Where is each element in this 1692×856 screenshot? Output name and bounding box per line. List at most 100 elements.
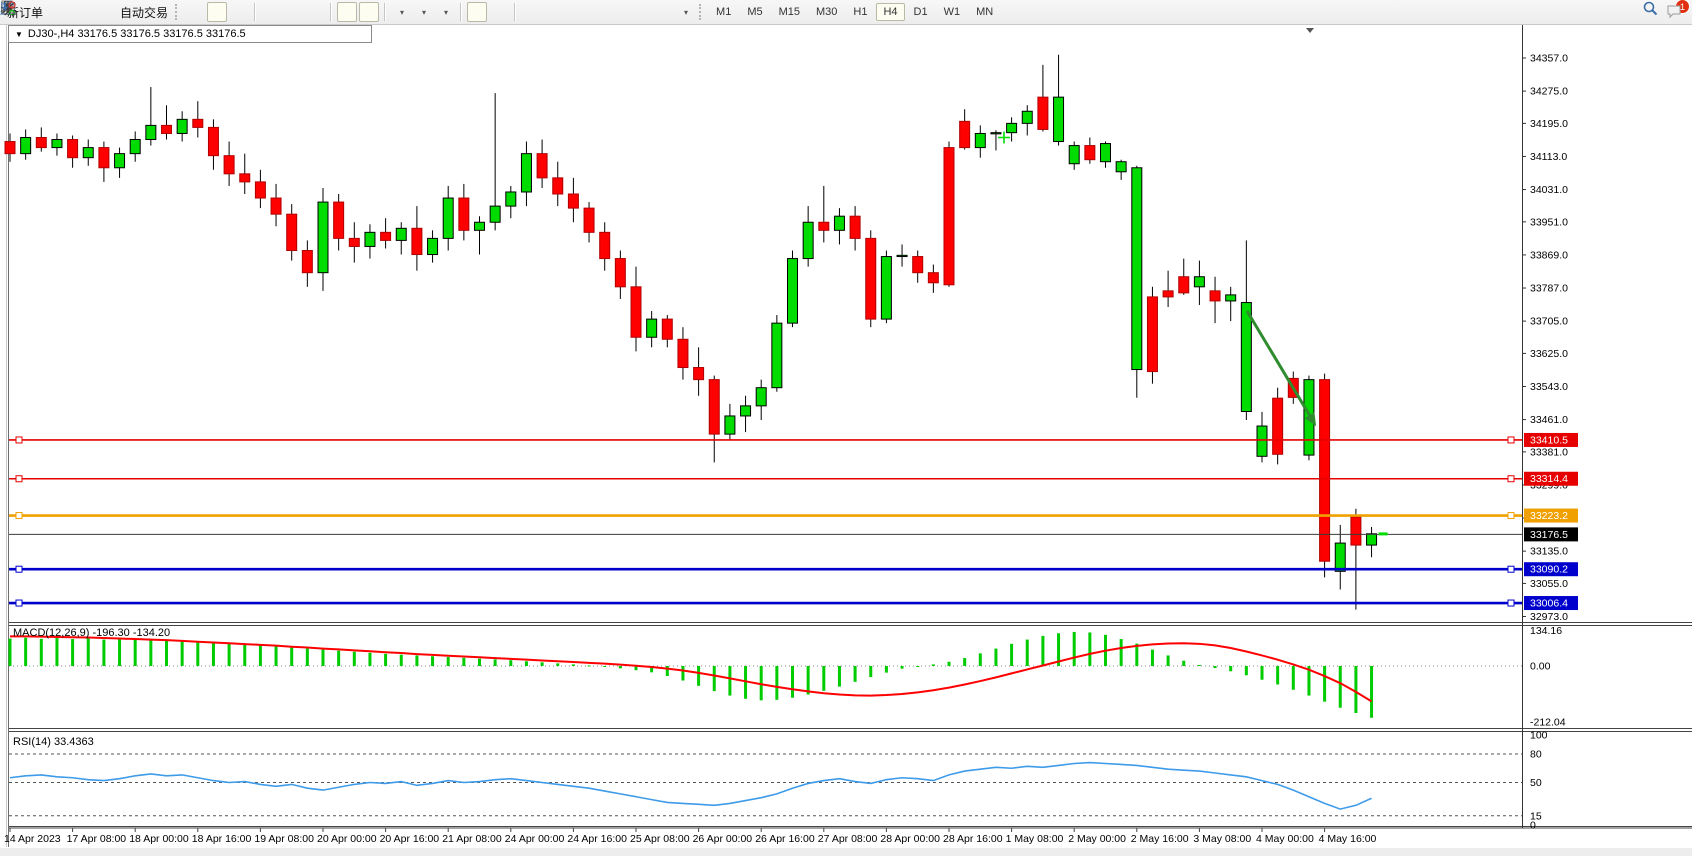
text-label-tool-button[interactable]: T xyxy=(1,2,673,22)
tile-windows-button[interactable] xyxy=(2,2,325,22)
macd-bar xyxy=(978,653,982,666)
macd-bar xyxy=(791,666,794,698)
candle-body xyxy=(927,272,939,284)
signals-button[interactable] xyxy=(1,2,112,22)
candlestick-series xyxy=(4,54,1378,610)
zoom-in-button[interactable] xyxy=(1,1,281,22)
trendline-tool-button[interactable] xyxy=(1,2,585,22)
hline-handle[interactable] xyxy=(1507,599,1515,607)
hline-handle[interactable] xyxy=(15,436,23,444)
macd-bar xyxy=(1323,666,1327,702)
search-button[interactable] xyxy=(1643,1,1663,22)
candle-body xyxy=(1240,302,1252,413)
macd-bar xyxy=(1072,631,1076,666)
notifications-button[interactable]: 1 xyxy=(1665,0,1690,22)
fibonacci-tool-button[interactable]: F xyxy=(2,2,629,22)
channel-tool-button[interactable]: E xyxy=(0,2,607,22)
timeframe-mn[interactable]: MN xyxy=(976,6,994,18)
candlestick-mode-button[interactable] xyxy=(2,1,228,22)
toolbar-grip[interactable] xyxy=(175,4,181,20)
new-order-label: 新订单 xyxy=(7,5,44,20)
text-tool-button[interactable]: A xyxy=(3,1,651,22)
time-label: 4 May 16:00 xyxy=(1319,833,1377,845)
candle-body xyxy=(348,237,360,247)
vertical-line-tool-button[interactable] xyxy=(6,2,541,22)
timeframe-m15[interactable]: M15 xyxy=(778,6,800,18)
timeframe-m30[interactable]: M30 xyxy=(816,6,838,18)
market-watch-button[interactable] xyxy=(1,2,68,22)
collapse-arrow-icon[interactable]: ▼ xyxy=(15,29,23,39)
templates-button[interactable]: ▾ xyxy=(1,2,455,22)
hline-handle[interactable] xyxy=(1507,565,1515,573)
candle-body xyxy=(192,118,204,128)
timeframe-d1[interactable]: D1 xyxy=(913,6,928,18)
hline-handle[interactable] xyxy=(1507,436,1515,444)
macd-bar xyxy=(900,666,904,669)
macd-bar xyxy=(775,666,779,700)
candle-body xyxy=(1162,290,1174,298)
candle-body xyxy=(489,205,501,223)
zoom-out-button[interactable] xyxy=(1,1,303,22)
chart-shift-marker[interactable] xyxy=(1306,28,1314,33)
candle-body xyxy=(207,126,219,157)
cursor-tool-button[interactable] xyxy=(4,2,488,22)
hline-handle[interactable] xyxy=(1507,512,1515,520)
candle-body xyxy=(1225,294,1237,302)
macd-bar xyxy=(556,663,560,666)
candle-body xyxy=(1178,276,1190,294)
auto-scroll-button[interactable] xyxy=(1,2,358,22)
toolbar-separator xyxy=(514,3,517,21)
chart-title-box[interactable]: ▼ DJ30-,H4 33176.5 33176.5 33176.5 33176… xyxy=(8,25,372,43)
hline-handle[interactable] xyxy=(15,475,23,483)
timeframe-h1[interactable]: H1 xyxy=(853,6,868,18)
macd-bar xyxy=(947,661,951,666)
arrows-tool-button[interactable]: ▾ xyxy=(2,1,695,22)
hline-handle[interactable] xyxy=(15,599,23,607)
horizontal-line-tool-button[interactable] xyxy=(2,2,563,22)
macd-bar xyxy=(227,643,231,666)
time-label: 27 Apr 08:00 xyxy=(818,833,878,845)
candle-body xyxy=(51,139,63,149)
macd-bar xyxy=(368,652,372,666)
candle-body xyxy=(176,118,188,134)
profile-button[interactable] xyxy=(0,1,90,22)
candle-body xyxy=(114,153,126,169)
indicators-button[interactable]: ▾ xyxy=(0,2,411,22)
hline-handle[interactable] xyxy=(15,512,23,520)
timeframe-h4[interactable]: H4 xyxy=(876,3,905,21)
bar-chart-mode-button[interactable] xyxy=(2,2,205,22)
timeframe-w1[interactable]: W1 xyxy=(943,6,961,18)
timeframe-m5[interactable]: M5 xyxy=(747,6,763,18)
autotrade-button[interactable]: 自动交易 xyxy=(2,2,171,22)
macd-bar xyxy=(1057,633,1061,666)
macd-bar xyxy=(759,666,763,701)
hline-handle[interactable] xyxy=(1507,475,1515,483)
toolbar-grip[interactable] xyxy=(699,4,705,20)
macd-bar xyxy=(837,666,841,687)
lime-cross-marker[interactable] xyxy=(998,131,1010,144)
macd-bar xyxy=(1010,643,1014,666)
line-chart-mode-button[interactable] xyxy=(1,2,249,22)
hline-handle[interactable] xyxy=(15,565,23,573)
hline-price-label: 33006.4 xyxy=(1530,598,1568,610)
macd-bar xyxy=(931,664,935,666)
rsi-axis-label: 80 xyxy=(1530,749,1542,761)
time-label: 26 Apr 00:00 xyxy=(693,833,753,845)
macd-bar xyxy=(493,659,497,666)
autotrade-label: 自动交易 xyxy=(120,5,169,20)
macd-axis-label: 134.16 xyxy=(1530,625,1562,637)
price-tick-label: 32973.0 xyxy=(1530,611,1568,623)
chart-shift-button[interactable] xyxy=(2,2,380,22)
time-label: 2 May 00:00 xyxy=(1068,833,1126,845)
trend-arrow[interactable] xyxy=(1245,310,1315,422)
candle-body xyxy=(740,405,752,417)
macd-bar xyxy=(650,666,654,673)
time-label: 25 Apr 08:00 xyxy=(630,833,690,845)
crosshair-tool-button[interactable] xyxy=(1,1,509,22)
candle-body xyxy=(333,201,345,239)
timeframe-m1[interactable]: M1 xyxy=(716,6,732,18)
periods-button[interactable]: ▾ xyxy=(1,1,433,22)
candle-body xyxy=(20,136,32,155)
trend-arrow-head[interactable] xyxy=(1304,412,1317,427)
